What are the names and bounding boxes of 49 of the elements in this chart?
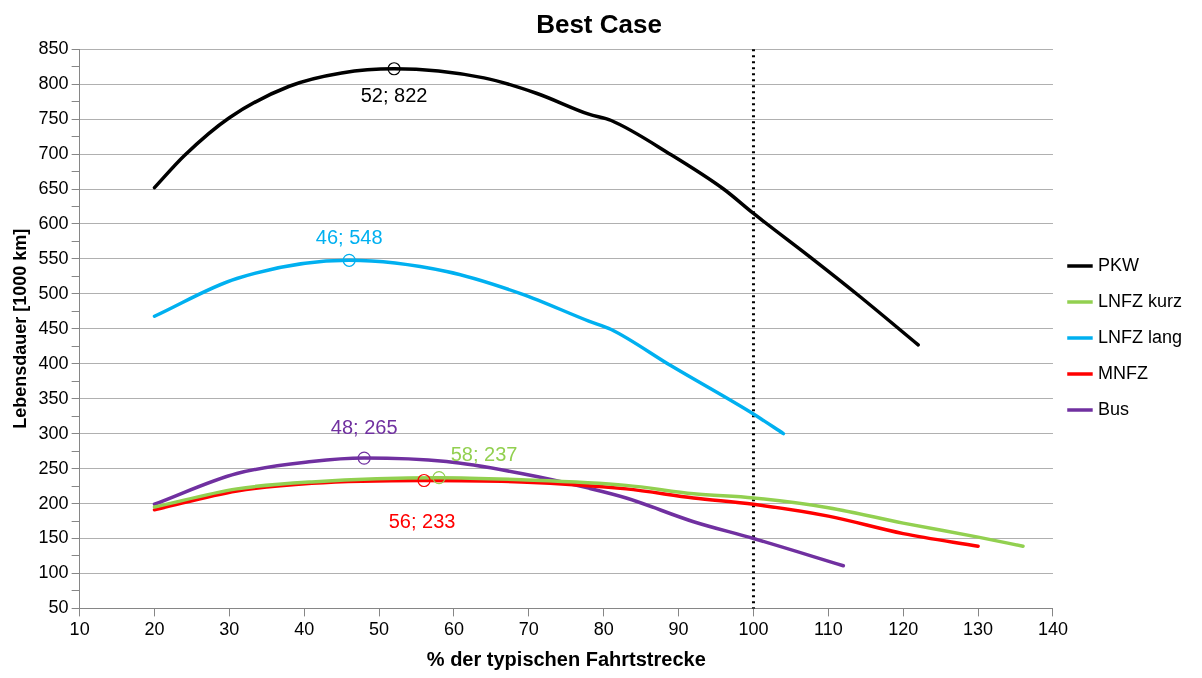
y-tick-label: 400: [38, 352, 69, 373]
y-tick-label: 100: [38, 562, 69, 583]
y-tick-label: 800: [38, 73, 69, 94]
y-tick-label: 500: [38, 282, 69, 303]
chart-title: Best Case: [536, 8, 662, 39]
x-tick-label: 120: [888, 619, 919, 640]
x-tick-label: 70: [518, 619, 539, 640]
x-tick-label: 140: [1037, 619, 1068, 640]
x-tick-label: 90: [668, 619, 689, 640]
y-tick-label: 200: [38, 492, 69, 513]
annotation: 56; 233: [388, 510, 456, 532]
x-tick-label: 10: [69, 619, 90, 640]
annotation: 58; 237: [450, 443, 518, 466]
point: [387, 62, 401, 76]
x-tick-label: 110: [814, 619, 843, 640]
point: [357, 451, 371, 465]
y-tick-label: 600: [38, 212, 69, 233]
y-tick-label: 650: [38, 177, 69, 198]
y-tick-label: 550: [38, 247, 69, 268]
annotation: 48; 265: [330, 415, 398, 438]
x-tick-label: 60: [443, 619, 465, 640]
y-tick-label: 750: [38, 108, 69, 129]
y-tick-label: 150: [38, 527, 69, 548]
y-tick-label: 850: [38, 38, 69, 59]
legend-label: LNFZ kurz: [1097, 290, 1182, 311]
x-tick-label: 20: [144, 619, 165, 640]
annotation: 52; 822: [360, 84, 428, 107]
x-axis-title: % der typischen Fahrtstrecke: [426, 647, 706, 670]
x-tick-label: 130: [963, 619, 994, 640]
y-tick-label: 350: [38, 387, 69, 408]
y-tick-label: 300: [38, 422, 69, 443]
legend-label: PKW: [1097, 254, 1139, 275]
x-tick-label: 50: [369, 619, 390, 640]
x-tick-label: 100: [738, 619, 769, 640]
x-tick-label: 30: [219, 619, 240, 640]
legend-label: Bus: [1097, 398, 1129, 419]
legend-label: LNFZ lang: [1097, 326, 1183, 347]
point: [417, 473, 431, 488]
annotation: 46; 548: [315, 225, 383, 248]
x-tick-label: 80: [593, 619, 614, 640]
y-tick-label: 450: [38, 317, 69, 338]
y-tick-label: 700: [38, 143, 69, 164]
y-axis-title: Lebensdauer [1000 km]: [9, 228, 30, 429]
x-tick-label: 40: [294, 619, 315, 640]
y-tick-label: 250: [38, 457, 69, 478]
legend-label: MNFZ: [1097, 362, 1148, 383]
point: [432, 471, 446, 485]
y-tick-label: 50: [48, 597, 69, 618]
point: [342, 253, 356, 267]
